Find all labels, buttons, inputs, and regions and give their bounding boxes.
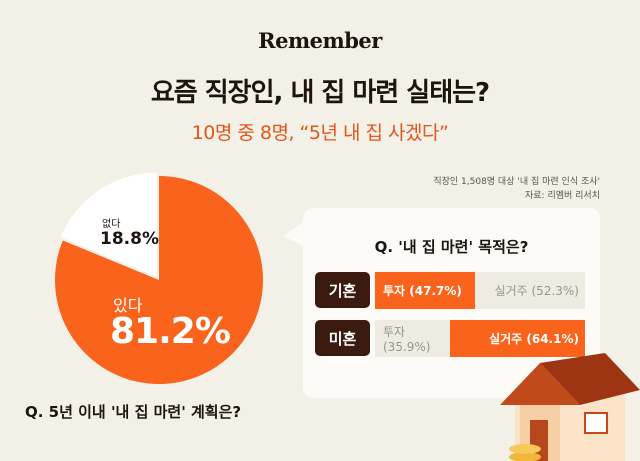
house-icon	[500, 353, 640, 461]
coin-icon	[509, 452, 541, 461]
page-title: 요즘 직장인, 내 집 마련 실태는?	[150, 78, 490, 108]
source-survey: 직장인 1,508명 대상 '내 집 마련 인식 조사'	[433, 177, 600, 187]
pie-slice-yes	[54, 176, 263, 384]
bar-track: 투자 (35.9%) 실거주 (64.1%)	[375, 320, 585, 357]
pie-question: Q. 5년 이내 '내 집 마련' 계획은?	[25, 403, 242, 421]
page-subtitle: 10명 중 8명, “5년 내 집 사겠다”	[191, 122, 449, 144]
bar-segment-residence: 실거주 (64.1%)	[450, 320, 585, 357]
source-credit: 자료: 리멤버 리서치	[525, 191, 600, 201]
pie-value-yes: 81.2%	[110, 311, 231, 352]
pie-slice-no	[60, 172, 157, 277]
bar-category-label: 기혼	[315, 272, 370, 308]
bar-category-label: 미혼	[315, 320, 370, 356]
pie-label-no: 없다	[102, 219, 121, 230]
bar-segment-residence: 실거주 (52.3%)	[494, 284, 579, 298]
bar-segment-investment: 투자 (47.7%)	[375, 272, 476, 309]
pie-value-no: 18.8%	[100, 229, 159, 249]
speech-bubble-tail	[283, 222, 303, 246]
bar-segment-investment: 투자 (35.9%)	[383, 325, 431, 354]
bar-question: Q. '내 집 마련' 목적은?	[374, 238, 529, 256]
pie-label-yes: 있다	[113, 296, 143, 315]
brand-logo: Remember	[258, 28, 382, 53]
bar-track: 투자 (47.7%) 실거주 (52.3%)	[375, 272, 585, 309]
